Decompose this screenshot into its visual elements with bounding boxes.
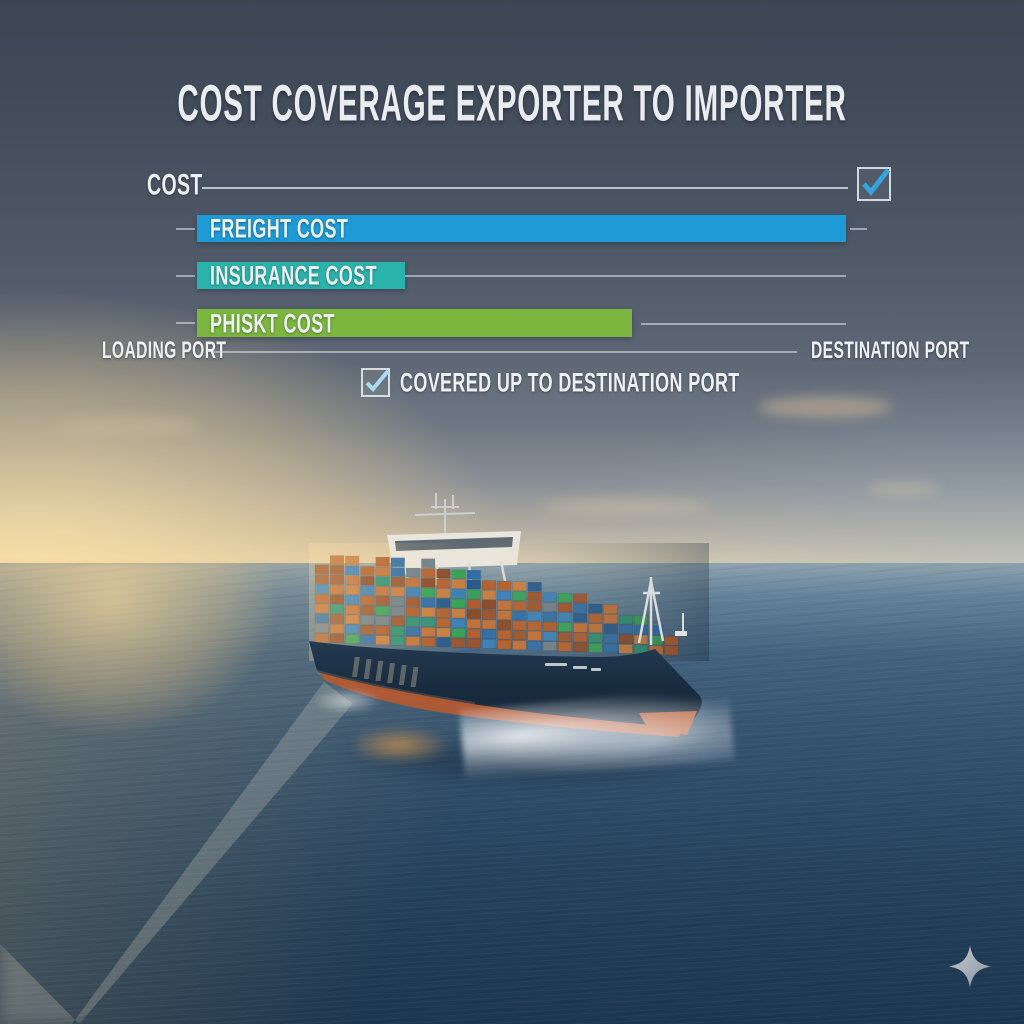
loading-port-label: LOADING PORT <box>102 337 227 364</box>
chart-title: COST COVERAGE EXPORTER TO IMPORTER <box>177 75 847 132</box>
sky-photo <box>0 0 1024 563</box>
port-to-port-line <box>213 351 797 353</box>
destination-port-label: DESTINATION PORT <box>811 337 970 364</box>
check-icon <box>862 168 890 196</box>
bar-label: INSURANCE COST <box>210 259 377 291</box>
cloud <box>52 416 202 436</box>
cost-axis-line <box>202 187 848 189</box>
bar-label: PHISKT COST <box>210 307 335 338</box>
ship-aft-mast <box>637 577 665 645</box>
loading-port-label-wrap: LOADING PORT <box>102 337 261 364</box>
covered-note-label: COVERED UP TO DESTINATION PORT <box>400 366 740 398</box>
cost-axis-label: COST <box>147 168 203 202</box>
bar-label: FREIGHT COST <box>210 212 349 244</box>
tick-dash <box>176 275 195 277</box>
ship-bow-gear <box>675 613 687 636</box>
bar-third-cost: PHISKT COST <box>197 307 632 338</box>
cost-checkbox[interactable] <box>857 167 891 201</box>
route-line <box>641 323 846 325</box>
cost-axis-label-wrap: COST <box>147 168 218 202</box>
water-glint <box>356 726 452 764</box>
cloud <box>866 482 940 495</box>
check-icon <box>365 369 390 392</box>
container-lighting <box>309 543 709 661</box>
sparkle-icon <box>948 945 992 988</box>
ship-mast <box>414 493 476 535</box>
covered-note-wrap: COVERED UP TO DESTINATION PORT <box>400 366 835 398</box>
tick-dash <box>176 322 195 324</box>
tick-dash <box>176 228 195 230</box>
cloud <box>758 396 892 418</box>
cloud <box>540 498 710 514</box>
bar-insurance-cost: INSURANCE COST <box>197 259 405 291</box>
destination-port-label-wrap: DESTINATION PORT <box>811 337 1014 364</box>
ship-name-text <box>545 663 601 671</box>
tick-dash <box>850 228 867 230</box>
covered-checkbox[interactable] <box>361 368 390 397</box>
stern-foam <box>312 688 382 714</box>
bar-freight-cost: FREIGHT COST <box>197 212 846 244</box>
hull-markings <box>352 657 419 687</box>
route-line <box>405 275 846 277</box>
container-ship-photo <box>309 493 709 737</box>
